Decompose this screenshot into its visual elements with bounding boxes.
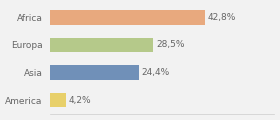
Bar [50, 38, 153, 52]
Bar [50, 93, 66, 107]
Bar [50, 65, 139, 80]
Bar [50, 10, 205, 25]
Text: 24,4%: 24,4% [141, 68, 170, 77]
Text: 4,2%: 4,2% [69, 96, 91, 105]
Text: 42,8%: 42,8% [208, 13, 236, 22]
Text: 28,5%: 28,5% [156, 41, 185, 49]
